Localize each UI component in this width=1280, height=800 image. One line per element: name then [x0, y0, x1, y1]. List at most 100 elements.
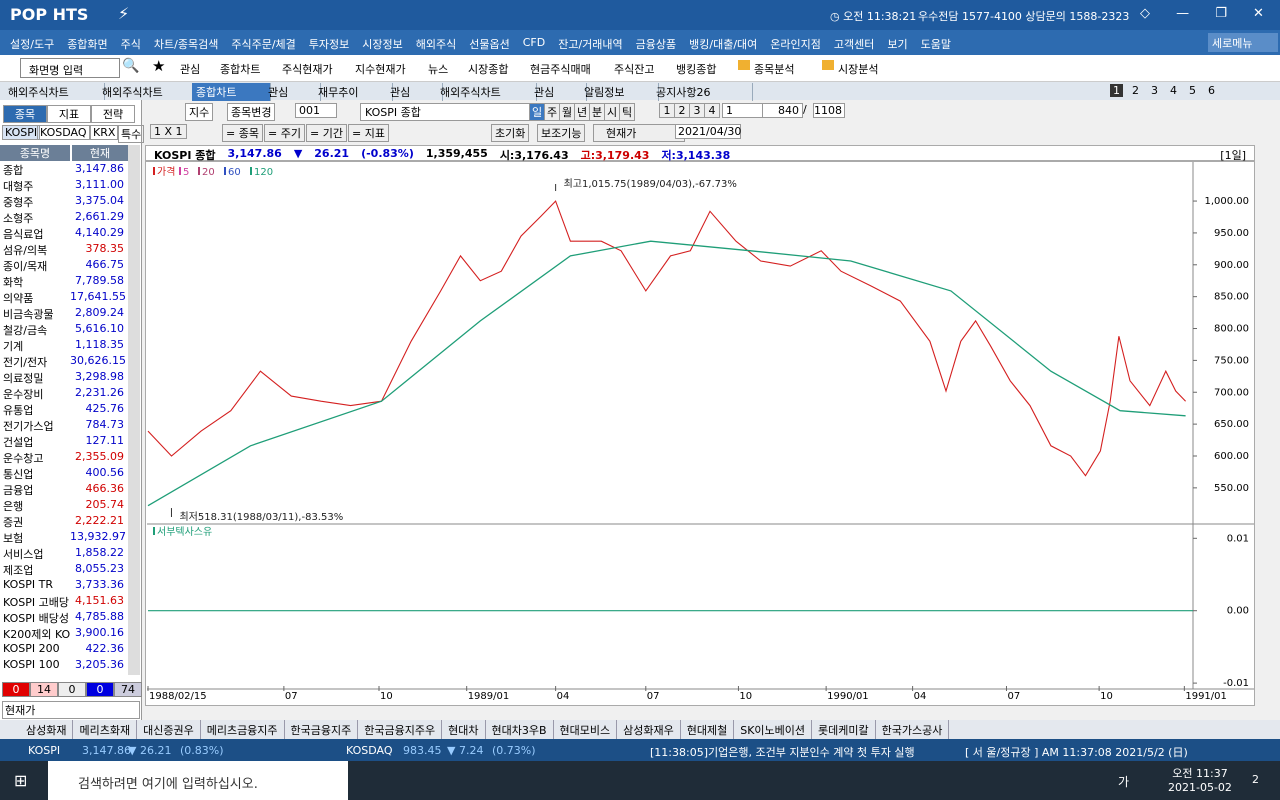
row-value[interactable]: 3,111.00 — [75, 178, 124, 191]
count[interactable]: 840 — [762, 103, 803, 118]
page-number[interactable]: 6 — [1208, 84, 1215, 97]
number[interactable]: 3 — [689, 103, 705, 118]
market-tab[interactable]: KRX — [90, 125, 119, 140]
row-name[interactable]: 운수창고 — [3, 452, 44, 465]
page-number[interactable]: 3 — [1151, 84, 1158, 97]
row-value[interactable]: 2,661.29 — [75, 210, 124, 223]
window-tab[interactable]: 관심 — [264, 83, 321, 101]
start-button[interactable]: ⊞ — [14, 771, 28, 790]
row-name[interactable]: 전기/전자 — [3, 356, 48, 369]
period[interactable]: 분 — [589, 103, 605, 121]
row-value[interactable]: 3,147.86 — [75, 162, 124, 175]
row-name[interactable]: 금융업 — [3, 484, 34, 497]
search-icon[interactable]: 🔍 — [122, 58, 140, 74]
row-name[interactable]: 화학 — [3, 276, 24, 289]
bottom-tab[interactable]: 한국금융지주우 — [358, 720, 443, 739]
menu-item[interactable]: 고객센터 — [833, 38, 875, 51]
row-name[interactable]: 보험 — [3, 532, 24, 545]
toolbar-folder[interactable]: 시장분석 — [838, 63, 879, 76]
bottom-tab[interactable]: 삼성화재우 — [617, 720, 681, 739]
page-number[interactable]: 1 — [1110, 84, 1123, 97]
bottom-tab[interactable]: 메리츠화재 — [73, 720, 138, 739]
row-value[interactable]: 3,375.04 — [75, 194, 124, 207]
menu-item[interactable]: 종합화면 — [67, 38, 108, 51]
filter[interactable]: = 주기 — [264, 124, 305, 142]
menu-item[interactable]: 선물옵션 — [469, 38, 510, 51]
row-value[interactable]: 3,733.36 — [75, 578, 124, 591]
row-value[interactable]: 3,900.16 — [75, 626, 124, 639]
toolbar-item[interactable]: 시장종합 — [468, 63, 509, 76]
row-value[interactable]: 2,809.24 — [75, 306, 124, 319]
row-name[interactable]: 중형주 — [3, 196, 34, 209]
toolbar-item[interactable]: 뱅킹종합 — [676, 63, 717, 76]
row-value[interactable]: 2,355.09 — [75, 450, 124, 463]
period[interactable]: 주 — [544, 103, 560, 121]
row-value[interactable]: 5,616.10 — [75, 322, 124, 335]
row-name[interactable]: 전기가스업 — [3, 420, 54, 433]
row-name[interactable]: 건설업 — [3, 436, 34, 449]
row-value[interactable]: 466.36 — [85, 482, 125, 495]
row-name[interactable]: K200제외 KO — [3, 628, 71, 641]
row-value[interactable]: 17,641.55 — [70, 290, 126, 303]
bottom-tab[interactable]: 현대차 — [442, 720, 486, 739]
row-name[interactable]: 종이/목재 — [3, 260, 48, 273]
kind[interactable]: 지수 — [185, 103, 214, 121]
bottom-tab[interactable]: 현대모비스 — [554, 720, 618, 739]
panel-footer[interactable]: 현재가 — [2, 701, 140, 719]
row-name[interactable]: 유통업 — [3, 404, 34, 417]
search-box[interactable]: 검색하려면 여기에 입력하십시오. — [48, 761, 348, 800]
row-name[interactable]: 의료정밀 — [3, 372, 44, 385]
page-number[interactable]: 4 — [1170, 84, 1177, 97]
notifications[interactable]: 2 — [1252, 773, 1259, 786]
menu-item[interactable]: 보기 — [887, 38, 908, 51]
toolbar-item[interactable]: 주식잔고 — [614, 63, 655, 76]
number[interactable]: 4 — [704, 103, 720, 118]
separator[interactable]: / — [803, 103, 807, 116]
number[interactable]: 2 — [674, 103, 690, 118]
total[interactable]: 1108 — [813, 103, 845, 118]
panel-tab[interactable]: 종목 — [3, 105, 47, 123]
menu-item[interactable]: 잔고/거래내역 — [558, 38, 623, 51]
row-value[interactable]: 466.75 — [85, 258, 125, 271]
row-value[interactable]: 784.73 — [85, 418, 125, 431]
menu-item[interactable]: 주식 — [120, 38, 141, 51]
bottom-tab[interactable]: 현대차3우B — [486, 720, 554, 739]
bottom-tab[interactable]: 현대제철 — [681, 720, 735, 739]
window-controls[interactable]: ◇ — ❐ ✕ — [1140, 6, 1264, 21]
toolbar-item[interactable]: 종합차트 — [220, 63, 261, 76]
row-name[interactable]: 소형주 — [3, 212, 34, 225]
period[interactable]: 틱 — [619, 103, 635, 121]
vertical-menu[interactable]: 세로메뉴 — [1208, 33, 1278, 52]
ime[interactable]: 가 — [1118, 775, 1130, 789]
row-value[interactable]: 1,118.35 — [75, 338, 124, 351]
menu-item[interactable]: 도움말 — [920, 38, 951, 51]
window-tab[interactable]: 해외주식차트 — [98, 83, 199, 101]
row-value[interactable]: 205.74 — [85, 498, 125, 511]
row-name[interactable]: KOSPI TR — [3, 578, 53, 591]
row-value[interactable]: 7,789.58 — [75, 274, 124, 287]
row-value[interactable]: 3,205.36 — [75, 658, 124, 671]
row-name[interactable]: 통신업 — [3, 468, 34, 481]
toolbar-item[interactable]: 주식현재가 — [282, 63, 333, 76]
row-name[interactable]: 의약품 — [3, 292, 34, 305]
panel-tab[interactable]: 전략 — [91, 105, 135, 123]
price-type[interactable]: 현재가 — [593, 124, 685, 142]
clock[interactable]: 오전 11:37 2021-05-02 — [1168, 765, 1232, 794]
menu-item[interactable]: 온라인지점 — [770, 38, 821, 51]
page-number[interactable]: 5 — [1189, 84, 1196, 97]
row-name[interactable]: 기계 — [3, 340, 24, 353]
row-value[interactable]: 400.56 — [85, 466, 125, 479]
window-tab[interactable]: 알림정보 — [580, 83, 659, 101]
row-name[interactable]: KOSPI 200 — [3, 642, 60, 655]
menu-item[interactable]: 차트/종목검색 — [153, 38, 219, 51]
window-tab[interactable]: 관심 — [530, 83, 587, 101]
window-tab[interactable]: 관심 — [386, 83, 443, 101]
period[interactable]: 시 — [604, 103, 620, 121]
toolbar-item[interactable]: 관심 — [180, 63, 201, 76]
row-name[interactable]: 철강/금속 — [3, 324, 48, 337]
star-icon[interactable]: ★ — [152, 57, 166, 75]
toolbar-item[interactable]: 뉴스 — [428, 63, 449, 76]
row-name[interactable]: 증권 — [3, 516, 24, 529]
row-name[interactable]: 음식료업 — [3, 228, 44, 241]
row-value[interactable]: 425.76 — [85, 402, 125, 415]
